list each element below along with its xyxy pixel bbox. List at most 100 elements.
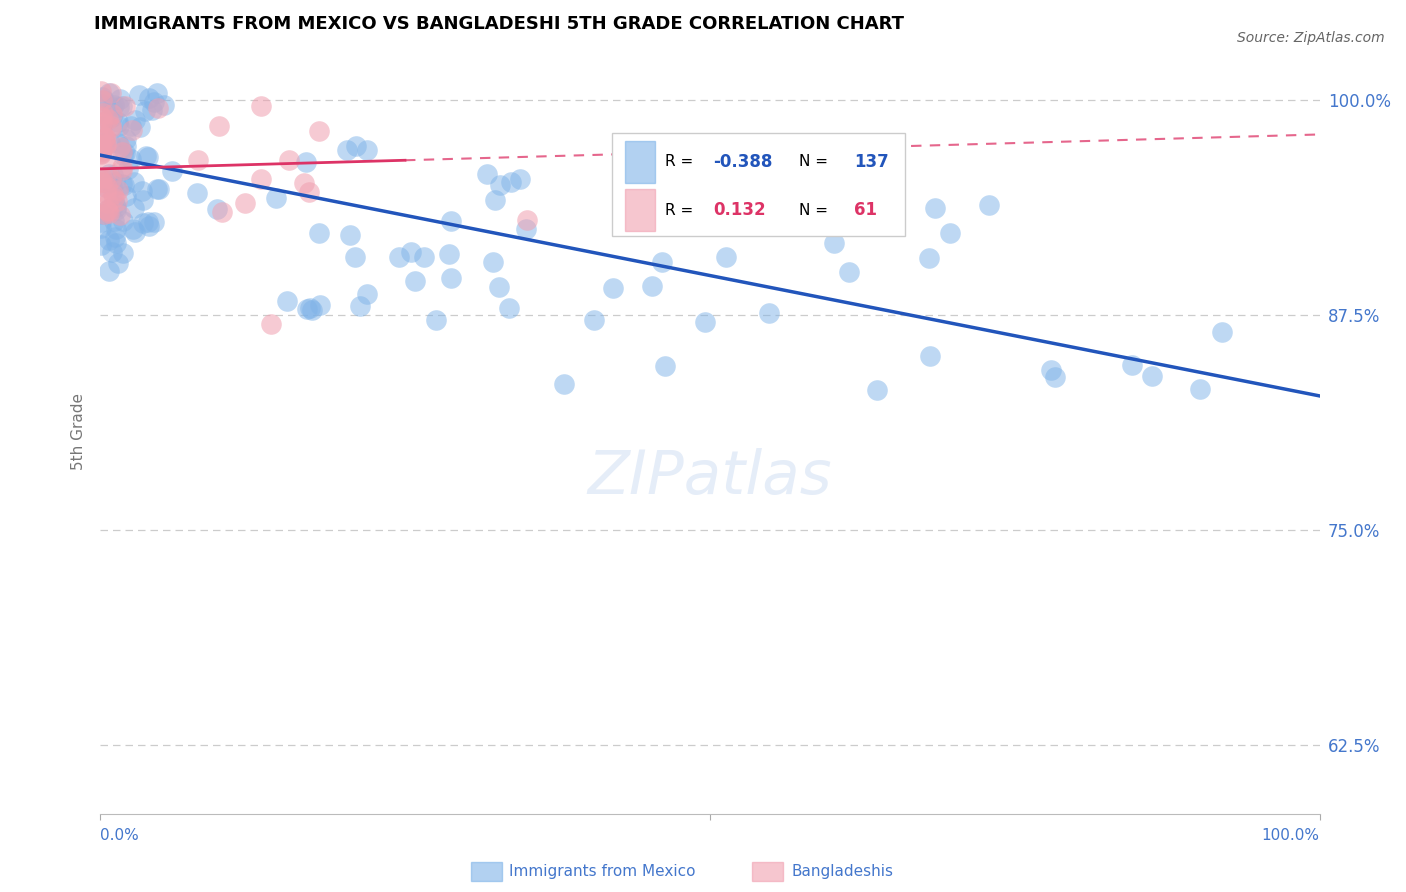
Point	[339, 228, 361, 243]
Point	[344, 138, 367, 153]
Point	[143, 215, 166, 229]
Point	[501, 175, 523, 189]
Point	[122, 222, 145, 236]
Point	[90, 175, 112, 189]
Point	[516, 213, 538, 227]
Point	[97, 204, 120, 219]
Point	[90, 207, 112, 221]
Point	[650, 166, 672, 180]
Text: -0.388: -0.388	[714, 153, 773, 170]
Point	[105, 200, 128, 214]
Point	[602, 281, 624, 295]
Point	[101, 100, 124, 114]
Point	[301, 303, 323, 318]
Point	[90, 146, 112, 161]
Point	[693, 315, 716, 329]
Point	[823, 235, 845, 250]
Point	[90, 193, 112, 207]
Point	[89, 132, 111, 146]
Point	[101, 187, 124, 202]
Point	[484, 193, 506, 207]
Point	[100, 172, 122, 186]
Point	[336, 143, 359, 157]
Text: 0.132: 0.132	[714, 202, 766, 219]
Point	[135, 149, 157, 163]
Point	[98, 264, 121, 278]
Text: Source: ZipAtlas.com: Source: ZipAtlas.com	[1237, 31, 1385, 45]
Point	[1043, 370, 1066, 384]
Point	[93, 94, 115, 108]
Point	[146, 182, 169, 196]
Point	[107, 256, 129, 270]
Point	[101, 168, 124, 182]
Point	[128, 87, 150, 102]
Point	[90, 215, 112, 229]
Point	[97, 87, 120, 101]
Point	[117, 162, 139, 177]
Point	[94, 153, 117, 168]
Point	[91, 143, 114, 157]
Point	[298, 185, 321, 199]
Point	[295, 302, 318, 317]
Point	[104, 197, 127, 211]
Point	[111, 177, 134, 191]
Point	[924, 201, 946, 215]
Point	[308, 124, 330, 138]
Point	[101, 110, 124, 124]
Text: 137: 137	[853, 153, 889, 170]
Point	[437, 247, 460, 261]
Point	[101, 107, 124, 121]
Point	[114, 146, 136, 161]
Point	[138, 91, 160, 105]
Point	[515, 221, 537, 235]
Point	[136, 150, 159, 164]
Point	[90, 93, 112, 107]
Point	[105, 194, 128, 208]
Point	[90, 85, 112, 99]
Point	[404, 274, 426, 288]
Point	[292, 176, 315, 190]
Point	[308, 226, 330, 240]
Point	[104, 230, 127, 244]
Point	[91, 175, 114, 189]
Point	[90, 146, 112, 161]
Point	[134, 104, 156, 119]
Point	[94, 137, 117, 152]
Point	[276, 294, 298, 309]
Point	[136, 215, 159, 229]
Point	[121, 123, 143, 137]
Text: Bangladeshis: Bangladeshis	[792, 864, 894, 879]
Point	[141, 103, 163, 118]
Point	[100, 119, 122, 133]
Point	[97, 167, 120, 181]
Point	[94, 131, 117, 145]
Point	[917, 251, 939, 265]
Point	[114, 138, 136, 153]
Point	[128, 120, 150, 135]
Point	[641, 279, 664, 293]
Point	[387, 250, 409, 264]
Point	[97, 202, 120, 216]
Point	[838, 265, 860, 279]
Point	[412, 250, 434, 264]
Point	[97, 233, 120, 247]
Point	[664, 171, 686, 186]
Point	[91, 111, 114, 125]
Point	[96, 180, 118, 194]
Point	[250, 99, 273, 113]
Point	[143, 95, 166, 109]
Point	[834, 198, 856, 212]
Point	[186, 186, 208, 200]
Point	[758, 306, 780, 320]
Point	[1211, 325, 1233, 339]
Point	[439, 270, 461, 285]
Point	[1121, 358, 1143, 372]
Point	[90, 221, 112, 235]
Point	[481, 255, 503, 269]
Text: R =: R =	[665, 154, 697, 169]
Point	[90, 238, 112, 252]
Point	[90, 109, 112, 123]
Y-axis label: 5th Grade: 5th Grade	[72, 392, 86, 470]
Point	[104, 235, 127, 250]
Point	[211, 205, 233, 219]
